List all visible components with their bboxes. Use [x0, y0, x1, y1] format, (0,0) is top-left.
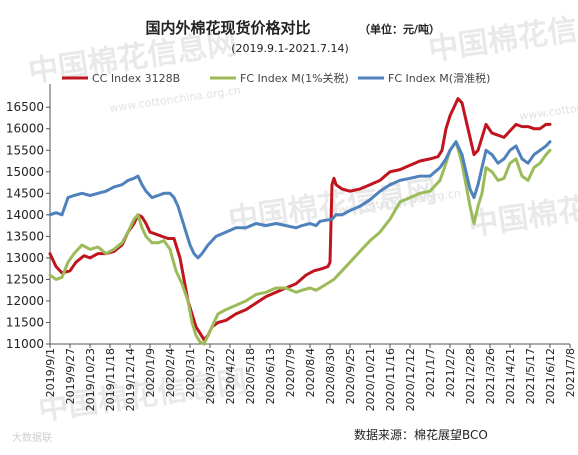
chart-title: 国内外棉花现货价格对比 [145, 19, 310, 37]
x-tick-label: 2021/2/2 [444, 348, 457, 397]
x-tick-label: 2021/5/17 [524, 348, 537, 404]
x-tick-label: 2020/3/1 [184, 348, 197, 397]
y-tick-label: 13000 [6, 251, 44, 265]
x-tick-label: 2021/4/21 [504, 348, 517, 404]
y-tick-label: 11500 [6, 315, 44, 329]
x-tick-label: 2020/9/25 [344, 348, 357, 404]
x-tick-label: 2020/3/27 [204, 348, 217, 404]
x-tick-label: 2019/12/14 [124, 348, 137, 411]
watermark-url: www.cottonchina.org.cn [109, 84, 242, 115]
x-tick-label: 2020/1/9 [144, 348, 157, 397]
watermark-text: 中国棉花信息网 [426, 4, 578, 68]
x-tick-label: 2021/1/7 [424, 348, 437, 397]
y-tick-label: 15000 [6, 165, 44, 179]
y-tick-label: 11000 [6, 337, 44, 351]
x-tick-label: 2019/9/1 [44, 348, 57, 397]
chart-source: 数据来源：棉花展望BCO [354, 427, 488, 442]
x-tick-label: 2020/4/22 [224, 348, 237, 404]
x-tick-label: 2019/11/18 [104, 348, 117, 411]
x-tick-label: 2020/12/12 [404, 348, 417, 411]
legend-label-3: FC Index M(滑准税) [388, 71, 490, 85]
x-tick-label: 2020/10/21 [364, 348, 377, 411]
y-tick-labels: 11000 11500 12000 12500 13000 13500 14000 14500… [6, 100, 44, 351]
y-tick-label: 14000 [6, 208, 44, 222]
x-tick-label: 2020/8/4 [304, 348, 317, 397]
x-tick-label: 2019/9/27 [64, 348, 77, 404]
x-tick-label: 2021/7/8 [564, 348, 577, 397]
watermark-corner: 大数据联 [12, 431, 52, 444]
x-tick-label: 2021/3/26 [484, 348, 497, 404]
series-line-3 [48, 140, 552, 260]
x-tick-label: 2019/10/23 [84, 348, 97, 411]
x-tick-labels: 2019/9/1 2019/9/27 2019/10/23 2019/11/18 201… [44, 348, 577, 411]
y-tick-label: 15500 [6, 143, 44, 157]
x-tick-label: 2020/5/18 [244, 348, 257, 404]
y-tick-label: 13500 [6, 229, 44, 243]
x-tick-label: 2020/11/16 [384, 348, 397, 411]
x-tick-label: 2020/2/4 [164, 348, 177, 397]
x-tick-label: 2020/6/13 [264, 348, 277, 404]
series-lines [48, 97, 552, 346]
x-tick-label: 2020/8/30 [324, 348, 337, 404]
y-tick-label: 12500 [6, 272, 44, 286]
x-tick-label: 2021/2/28 [464, 348, 477, 404]
y-tick-label: 16500 [6, 100, 44, 114]
series-line-2 [48, 140, 552, 346]
x-tick-label: 2020/7/9 [284, 348, 297, 397]
y-tick-label: 12000 [6, 294, 44, 308]
y-tick-label: 14500 [6, 186, 44, 200]
chart-subtitle: (2019.9.1-2021.7.14) [231, 42, 349, 55]
legend-label-2: FC Index M(1%关税) [240, 71, 349, 85]
chart-unit-label: （单位：元/吨） [359, 22, 440, 36]
legend-label-1: CC Index 3128B [92, 72, 180, 85]
watermark-url: www.cottonchina.org.cn [519, 92, 578, 123]
x-tick-label: 2021/6/12 [544, 348, 557, 404]
legend: CC Index 3128B FC Index M(1%关税) FC Index M… [62, 71, 490, 85]
y-tick-label: 16000 [6, 122, 44, 136]
